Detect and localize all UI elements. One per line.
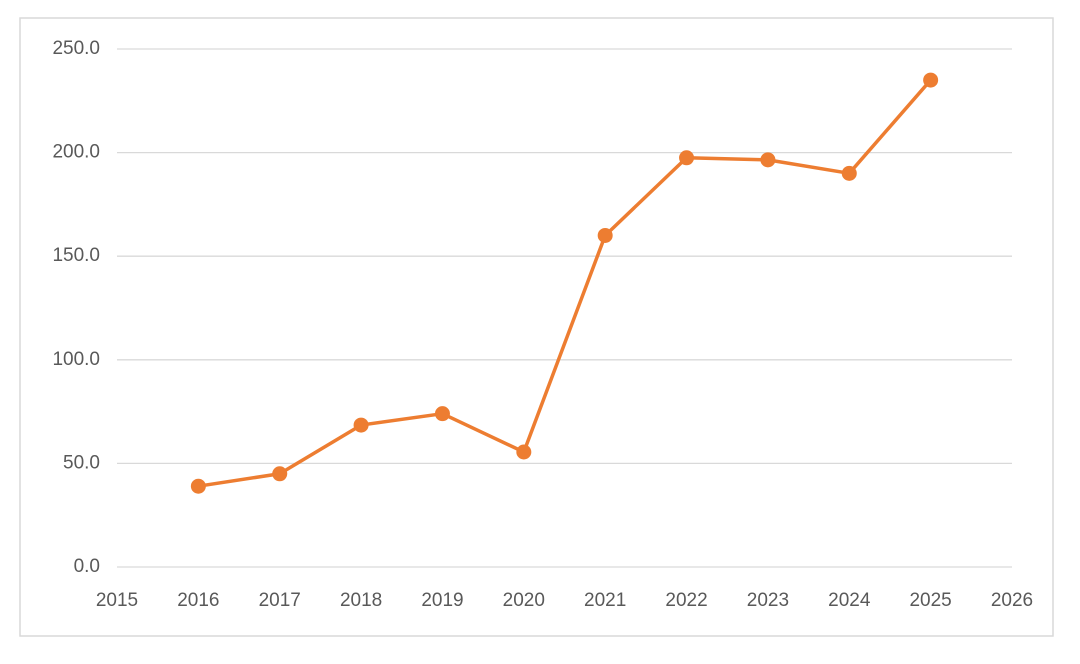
x-tick-label: 2025 — [909, 590, 951, 611]
x-tick-label: 2015 — [96, 590, 138, 611]
y-tick-label: 250.0 — [52, 38, 100, 59]
marker — [841, 165, 857, 181]
y-tick-label: 200.0 — [52, 142, 100, 163]
marker — [434, 406, 450, 422]
y-tick-label: 0.0 — [74, 556, 100, 577]
x-tick-label: 2019 — [421, 590, 463, 611]
y-tick-label: 100.0 — [52, 349, 100, 370]
y-tick-label: 50.0 — [63, 452, 100, 473]
marker — [760, 152, 776, 168]
marker — [679, 150, 695, 166]
x-tick-label: 2021 — [584, 590, 626, 611]
x-tick-label: 2022 — [665, 590, 707, 611]
x-tick-label: 2017 — [259, 590, 301, 611]
x-tick-label: 2018 — [340, 590, 382, 611]
marker — [190, 478, 206, 494]
x-tick-label: 2020 — [503, 590, 545, 611]
y-tick-label: 150.0 — [52, 245, 100, 266]
x-tick-label: 2016 — [177, 590, 219, 611]
x-tick-label: 2023 — [747, 590, 789, 611]
line — [198, 78, 932, 488]
marker — [353, 417, 369, 433]
marker — [272, 466, 288, 482]
marker — [516, 444, 532, 460]
x-tick-label: 2024 — [828, 590, 871, 611]
chart-frame — [19, 17, 1054, 637]
x-tick-label: 2026 — [991, 590, 1033, 611]
marker — [597, 227, 613, 243]
marker — [923, 72, 939, 88]
